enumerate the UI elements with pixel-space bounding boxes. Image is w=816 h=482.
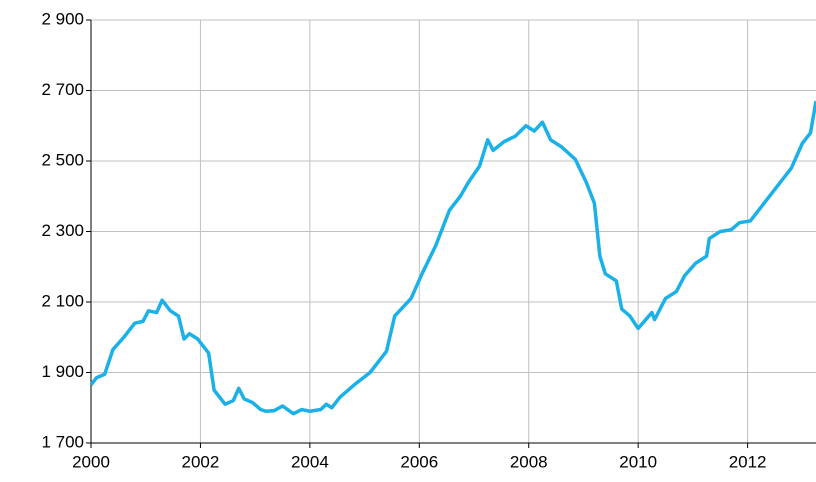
x-tick-label: 2012 — [729, 452, 767, 471]
x-tick-label: 2002 — [182, 452, 220, 471]
y-tick-label: 2 100 — [41, 291, 84, 310]
y-tick-label: 1 900 — [41, 362, 84, 381]
x-tick-label: 2008 — [510, 452, 548, 471]
y-tick-label: 2 900 — [41, 9, 84, 28]
y-tick-label: 2 700 — [41, 80, 84, 99]
x-tick-label: 2010 — [619, 452, 657, 471]
y-tick-label: 2 500 — [41, 150, 84, 169]
y-tick-label: 2 300 — [41, 221, 84, 240]
y-tick-label: 1 700 — [41, 432, 84, 451]
x-tick-label: 2000 — [72, 452, 110, 471]
series-line — [89, 100, 816, 416]
x-tick-label: 2006 — [400, 452, 438, 471]
x-tick-label: 2004 — [291, 452, 329, 471]
